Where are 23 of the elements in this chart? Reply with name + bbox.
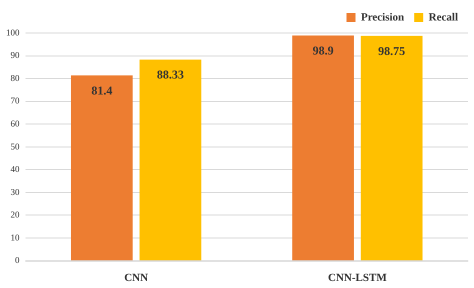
legend-label: Recall — [428, 11, 458, 24]
data-label: 98.75 — [378, 44, 406, 58]
y-tick-label: 70 — [10, 96, 20, 106]
y-tick-label: 30 — [10, 186, 20, 197]
y-tick-label: 10 — [10, 232, 20, 242]
y-tick-label: 20 — [10, 210, 20, 220]
legend-label: Precision — [361, 11, 404, 24]
y-tick-label: 0 — [15, 255, 20, 266]
bar — [360, 36, 423, 260]
y-tick-label: 90 — [10, 50, 20, 60]
y-tick-label: 100 — [6, 27, 20, 38]
data-label: 98.9 — [312, 44, 334, 58]
x-tick-label: CNN — [124, 272, 148, 284]
y-tick-label: 50 — [10, 141, 20, 152]
bar — [140, 60, 202, 260]
bar — [292, 36, 354, 260]
y-tick-label: 80 — [10, 72, 20, 83]
data-label: 88.33 — [156, 68, 184, 82]
y-tick-label: 60 — [10, 118, 20, 128]
bar — [70, 75, 133, 260]
y-tick-label: 40 — [10, 164, 20, 174]
data-label: 81.4 — [91, 83, 112, 98]
x-tick-label: CNN-LSTM — [328, 272, 388, 284]
